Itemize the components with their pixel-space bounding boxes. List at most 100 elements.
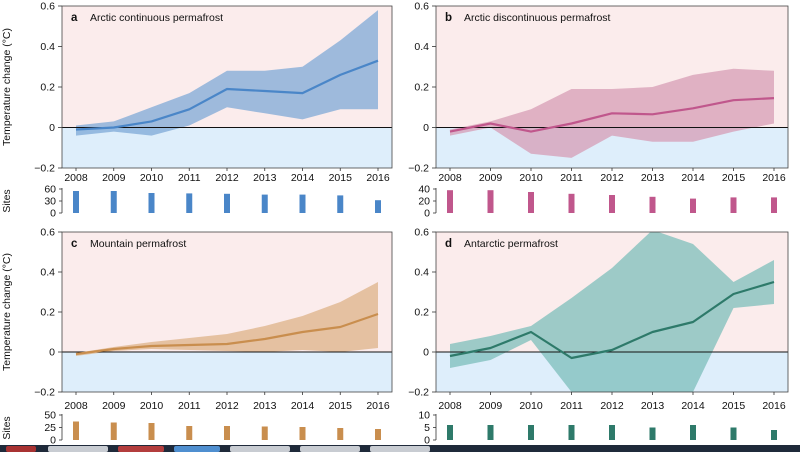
sites-bar (224, 426, 230, 440)
x-tick-label: 2011 (560, 172, 583, 184)
sites-y-tick-label: 0 (50, 208, 56, 220)
sites-bar (186, 426, 193, 440)
taskbar-start-button[interactable] (6, 446, 36, 452)
sites-y-tick-label: 40 (418, 184, 430, 196)
x-tick-label: 2013 (641, 172, 665, 184)
y-tick-label: −0.2 (408, 163, 429, 175)
sites-y-tick-label: 25 (44, 422, 56, 434)
taskbar-item[interactable] (118, 446, 164, 452)
x-tick-label: 2010 (140, 172, 164, 184)
sites-bar (690, 198, 696, 213)
sites-bar (528, 425, 534, 440)
sites-bar (487, 190, 494, 213)
sites-bar (771, 430, 777, 440)
panel-a: −0.2 0 0.2 0.4 0.6 2008 2009 2010 2011 2012 2013 20… (34, 1, 393, 220)
sites-y-tick-label: 20 (418, 196, 430, 208)
sites-bar (299, 194, 306, 213)
y-tick-label: 0 (423, 347, 429, 359)
y-tick-label: 0.6 (40, 227, 55, 239)
panel-d: −0.2 0 0.2 0.4 0.6 2008 2009 2010 2011 2012 2013 20… (408, 227, 789, 447)
panel-letter: a (71, 12, 78, 24)
x-tick-label: 2012 (600, 400, 624, 412)
x-tick-label: 2008 (64, 172, 88, 184)
taskbar-item[interactable] (370, 446, 430, 452)
sites-bar (148, 193, 155, 213)
y-tick-label: 0.4 (40, 267, 55, 279)
sites-bar (375, 200, 381, 213)
mean-series-line (449, 280, 775, 360)
sites-bar (110, 191, 117, 213)
sites-bar (375, 429, 381, 440)
x-tick-label: 2009 (479, 172, 503, 184)
y-tick-label: 0 (49, 347, 55, 359)
x-tick-label: 2016 (762, 172, 786, 184)
x-tick-label: 2015 (329, 400, 353, 412)
x-tick-label: 2014 (291, 400, 315, 412)
x-tick-label: 2010 (140, 400, 164, 412)
sites-bar (528, 192, 534, 213)
y-tick-label: 0.6 (40, 1, 55, 13)
sites-bar (609, 195, 615, 213)
sites-bar (730, 197, 737, 213)
sites-axis-label: Sites (1, 416, 13, 439)
sites-y-tick-label: 30 (44, 196, 56, 208)
x-tick-label: 2011 (178, 172, 201, 184)
x-tick-label: 2010 (519, 172, 543, 184)
y-tick-label: 0.4 (414, 41, 429, 53)
taskbar-item[interactable] (300, 446, 360, 452)
x-tick-label: 2012 (600, 172, 624, 184)
sites-bar (447, 425, 453, 440)
x-tick-label: 2013 (253, 172, 277, 184)
x-tick-label: 2008 (438, 172, 462, 184)
sites-y-tick-label: 0 (424, 435, 430, 447)
panel-c: −0.2 0 0.2 0.4 0.6 2008 2009 2010 2011 2012 2013 20… (34, 227, 393, 447)
panel-b: −0.2 0 0.2 0.4 0.6 2008 2009 2010 2011 2012 2013 20… (408, 1, 789, 220)
mean-series-line (449, 97, 775, 133)
taskbar-item[interactable] (230, 446, 290, 452)
x-tick-label: 2012 (215, 400, 239, 412)
x-tick-label: 2015 (722, 172, 746, 184)
x-tick-label: 2009 (479, 400, 503, 412)
y-tick-label: 0.6 (414, 227, 429, 239)
panel-title: Arctic continuous permafrost (90, 12, 223, 24)
x-tick-label: 2014 (681, 172, 705, 184)
y-tick-label: 0.2 (414, 82, 429, 94)
y-tick-label: 0.2 (40, 307, 55, 319)
mean-series-line (75, 312, 379, 356)
y-axis-label: Temperature change (°C) (1, 253, 13, 371)
x-tick-label: 2008 (438, 400, 462, 412)
x-tick-label: 2012 (215, 172, 239, 184)
x-tick-label: 2015 (329, 172, 353, 184)
sites-bar (110, 422, 117, 440)
sites-y-tick-label: 0 (424, 208, 430, 220)
sites-bar (568, 425, 575, 440)
y-tick-label: 0.4 (414, 267, 429, 279)
x-tick-label: 2010 (519, 400, 543, 412)
y-tick-label: 0.4 (40, 41, 55, 53)
y-tick-label: −0.2 (34, 387, 55, 399)
x-tick-label: 2014 (681, 400, 705, 412)
x-tick-label: 2014 (291, 172, 315, 184)
taskbar-item[interactable] (174, 446, 220, 452)
sites-bar (337, 195, 344, 213)
x-tick-label: 2011 (178, 400, 201, 412)
sites-y-tick-label: 5 (424, 422, 430, 434)
sites-bar (771, 197, 777, 213)
x-tick-label: 2011 (560, 400, 583, 412)
sites-bar (299, 427, 306, 440)
panel-title: Mountain permafrost (90, 238, 186, 250)
x-tick-label: 2009 (102, 172, 126, 184)
sites-bar (649, 196, 656, 213)
panel-title: Antarctic permafrost (464, 238, 558, 250)
x-tick-label: 2016 (762, 400, 786, 412)
taskbar-item[interactable] (48, 446, 108, 452)
sites-bar (261, 194, 268, 213)
sites-y-tick-label: 60 (44, 184, 56, 196)
sites-bar (337, 428, 344, 440)
uncertainty-band (76, 282, 378, 356)
x-tick-label: 2013 (641, 400, 665, 412)
y-tick-label: −0.2 (408, 387, 429, 399)
x-tick-label: 2015 (722, 400, 746, 412)
